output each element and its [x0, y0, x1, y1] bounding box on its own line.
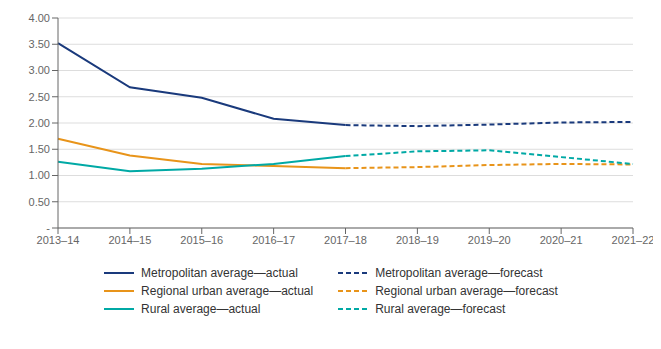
html-text:Metropolitan average—actual: Metropolitan average—actual — [141, 266, 298, 280]
svg-text:2013–14: 2013–14 — [37, 234, 80, 246]
html-text:Rural average—forecast: Rural average—forecast — [375, 302, 506, 316]
svg-text:2020–21: 2020–21 — [540, 234, 583, 246]
svg-text:2017–18: 2017–18 — [324, 234, 367, 246]
html-text:Regional urban average—actual: Regional urban average—actual — [141, 284, 314, 298]
svg-text:1.50: 1.50 — [29, 143, 50, 155]
svg-text:2014–15: 2014–15 — [108, 234, 151, 246]
svg-text:0.50: 0.50 — [29, 196, 50, 208]
svg-text:2016–17: 2016–17 — [252, 234, 295, 246]
html-text:Rural average—actual: Rural average—actual — [141, 302, 261, 316]
svg-text:2019–20: 2019–20 — [468, 234, 511, 246]
html-text:Regional urban average—forecas: Regional urban average—forecast — [375, 284, 558, 298]
svg-text:4.00: 4.00 — [29, 12, 50, 24]
svg-text:3.00: 3.00 — [29, 64, 50, 76]
svg-text:2015–16: 2015–16 — [180, 234, 223, 246]
svg-text:2.00: 2.00 — [29, 117, 50, 129]
svg-text:3.50: 3.50 — [29, 38, 50, 50]
svg-text:2018–19: 2018–19 — [396, 234, 439, 246]
svg-text:1.00: 1.00 — [29, 169, 50, 181]
svg-text:-: - — [46, 222, 50, 234]
html-text:Metropolitan average—forecast: Metropolitan average—forecast — [375, 266, 543, 280]
svg-text:2.50: 2.50 — [29, 91, 50, 103]
svg-text:2021–22: 2021–22 — [612, 234, 653, 246]
